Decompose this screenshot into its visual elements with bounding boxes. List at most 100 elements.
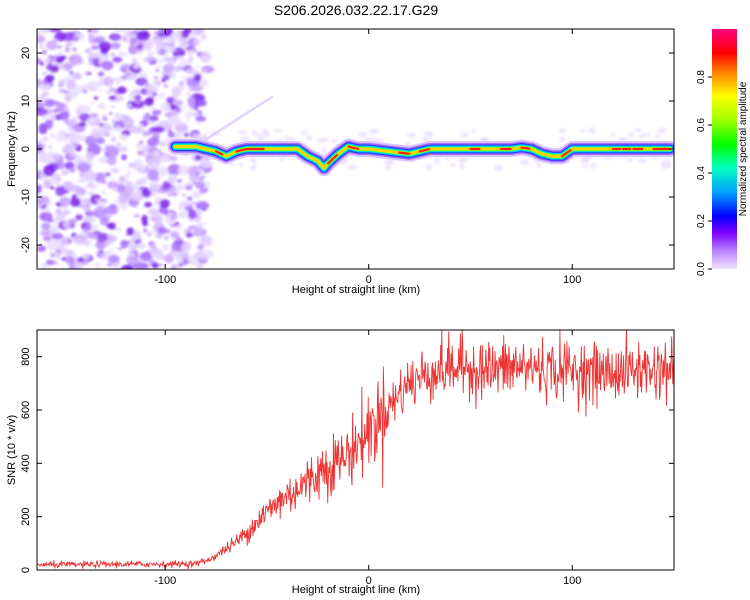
noise-blob bbox=[90, 101, 96, 105]
noise-blob bbox=[163, 55, 173, 63]
noise-blob bbox=[121, 154, 127, 161]
noise-blob bbox=[76, 162, 91, 173]
noise-blob bbox=[73, 128, 77, 133]
spectrogram-y-ticks: -20 -10 0 10 20 bbox=[20, 47, 674, 253]
noise-blob bbox=[191, 190, 202, 199]
noise-blob bbox=[202, 208, 207, 212]
x-tick-label: 100 bbox=[563, 274, 581, 286]
noise-blob bbox=[84, 224, 92, 231]
snr-x-ticks: -100 0 100 bbox=[154, 330, 581, 587]
noise-blob bbox=[40, 230, 52, 237]
noise-blob bbox=[53, 104, 59, 109]
noise-blob bbox=[200, 33, 207, 41]
noise-blob bbox=[196, 121, 201, 125]
noise-blob bbox=[147, 137, 160, 147]
noise-blob bbox=[84, 170, 97, 183]
noise-blob bbox=[155, 40, 165, 48]
y-tick-label: 0 bbox=[20, 567, 32, 573]
noise-blob bbox=[97, 247, 104, 252]
noise-blob bbox=[45, 40, 58, 51]
noise-blob bbox=[146, 231, 153, 237]
noise-blob bbox=[129, 38, 137, 46]
noise-blob bbox=[37, 169, 42, 174]
ridge-peak bbox=[326, 153, 339, 165]
noise-blob bbox=[41, 91, 50, 97]
noise-blob bbox=[46, 239, 59, 251]
noise-blob bbox=[153, 77, 158, 81]
noise-blob bbox=[155, 253, 164, 261]
noise-blob bbox=[84, 210, 94, 217]
noise-blob bbox=[151, 262, 159, 269]
noise-blob bbox=[45, 74, 55, 82]
noise-blob bbox=[118, 134, 129, 141]
noise-blob bbox=[71, 232, 76, 237]
noise-blob bbox=[49, 29, 61, 33]
noise-blob bbox=[65, 256, 75, 265]
noise-blob bbox=[138, 242, 145, 248]
noise-blob bbox=[144, 201, 153, 208]
noise-blob bbox=[200, 161, 204, 166]
noise-blob bbox=[158, 29, 167, 34]
noise-blob bbox=[122, 39, 129, 43]
noise-blob bbox=[105, 172, 111, 177]
noise-blob bbox=[195, 263, 204, 269]
noise-blob bbox=[108, 222, 116, 230]
noise-blob bbox=[135, 143, 142, 149]
noise-blob bbox=[71, 134, 87, 142]
noise-blob bbox=[44, 119, 54, 128]
snr-y-ticks: 0 200 400 600 800 bbox=[20, 347, 674, 573]
noise-blob bbox=[170, 264, 178, 269]
faint-blob bbox=[579, 129, 587, 133]
noise-blob bbox=[162, 244, 170, 251]
noise-blob bbox=[39, 173, 47, 180]
noise-blob bbox=[134, 99, 141, 105]
faint-blob bbox=[470, 129, 477, 134]
noise-blob bbox=[37, 35, 45, 44]
noise-blob bbox=[68, 218, 78, 224]
x-tick-label: 0 bbox=[366, 575, 372, 587]
noise-blob bbox=[58, 161, 65, 170]
noise-blob bbox=[158, 154, 169, 163]
noise-blob bbox=[103, 206, 119, 216]
noise-blob bbox=[61, 170, 70, 176]
spectrogram-y-axis-label: Frequency (Hz) bbox=[6, 111, 18, 187]
noise-blob bbox=[58, 188, 63, 192]
y-tick-label: 0 bbox=[20, 146, 32, 152]
noise-blob bbox=[195, 214, 199, 218]
noise-blob bbox=[85, 231, 91, 239]
noise-blob bbox=[181, 106, 187, 110]
noise-blob bbox=[155, 69, 159, 72]
noise-blob bbox=[57, 45, 62, 49]
noise-blob bbox=[177, 179, 182, 183]
noise-blob bbox=[64, 42, 74, 47]
faint-blob bbox=[299, 130, 309, 135]
noise-blob bbox=[49, 132, 56, 139]
noise-blob bbox=[42, 201, 45, 205]
noise-blob bbox=[170, 231, 180, 238]
noise-blob bbox=[109, 112, 113, 115]
noise-blob bbox=[178, 210, 189, 219]
faint-blob bbox=[559, 136, 566, 142]
noise-blob bbox=[188, 85, 204, 92]
noise-blob bbox=[157, 226, 167, 235]
noise-blob bbox=[126, 227, 135, 236]
faint-blob bbox=[433, 158, 441, 165]
noise-blob bbox=[106, 90, 112, 95]
noise-blob bbox=[193, 29, 205, 34]
noise-blob bbox=[39, 211, 53, 222]
noise-blob bbox=[87, 192, 92, 196]
noise-blob bbox=[67, 148, 75, 154]
noise-blob bbox=[58, 88, 66, 93]
noise-blob bbox=[153, 87, 159, 91]
ridge-peak bbox=[235, 147, 248, 153]
noise-blob bbox=[195, 181, 205, 189]
faint-blob bbox=[628, 156, 633, 163]
noise-blob bbox=[45, 259, 54, 265]
faint-blob bbox=[558, 128, 567, 134]
noise-blob bbox=[161, 77, 166, 83]
figure-title: S206.2026.032.22.17.G29 bbox=[274, 2, 438, 18]
noise-blob bbox=[128, 162, 136, 168]
noise-blob bbox=[94, 198, 99, 202]
noise-blob bbox=[195, 201, 210, 210]
